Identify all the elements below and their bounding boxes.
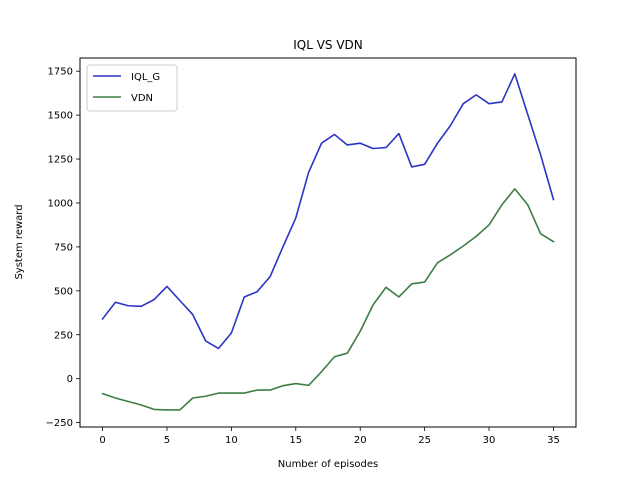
y-tick-label: 1000 (48, 198, 73, 209)
plot-frame (79, 57, 577, 428)
legend-label: IQL_G (131, 72, 160, 83)
x-tick-label: 20 (354, 435, 367, 446)
x-tick-label: 25 (418, 435, 431, 446)
x-tick-label: 35 (547, 435, 560, 446)
x-axis-label: Number of episodes (278, 459, 378, 470)
y-tick-label: 1750 (48, 67, 73, 78)
x-tick-label: 0 (99, 435, 105, 446)
x-tick-label: 15 (289, 435, 302, 446)
legend-label: VDN (131, 93, 153, 104)
chart-title: IQL VS VDN (293, 38, 363, 52)
y-axis-ticks: −250 0 250 500 750 1000 1250 1500 1750 (46, 67, 80, 429)
y-tick-label: 750 (54, 242, 73, 253)
legend: IQL_G VDN (86, 64, 178, 112)
y-tick-label: 0 (67, 374, 73, 385)
y-tick-label: −250 (46, 418, 73, 429)
x-axis-ticks: 0 5 10 15 20 25 30 35 (99, 427, 560, 446)
series-line-iql-g (101, 73, 555, 350)
y-axis-label: System reward (14, 204, 25, 279)
plot-lines (101, 73, 555, 411)
y-tick-label: 1500 (48, 111, 73, 122)
x-tick-label: 10 (225, 435, 238, 446)
x-tick-label: 30 (483, 435, 496, 446)
y-tick-label: 500 (54, 286, 73, 297)
y-tick-label: 1250 (48, 155, 73, 166)
y-tick-label: 250 (54, 330, 73, 341)
series-line-vdn (101, 188, 555, 411)
x-tick-label: 5 (164, 435, 170, 446)
